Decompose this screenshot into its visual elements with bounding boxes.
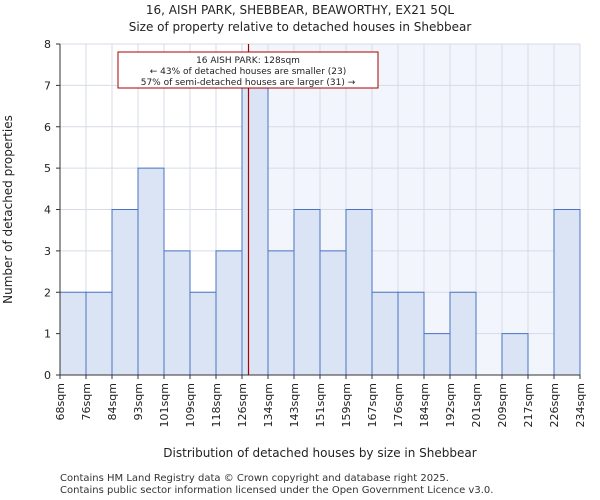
x-tick-label: 151sqm: [314, 383, 327, 427]
chart-title: 16, AISH PARK, SHEBBEAR, BEAWORTHY, EX21…: [145, 3, 455, 17]
x-tick-label: 109sqm: [184, 383, 197, 427]
x-tick-label: 101sqm: [158, 383, 171, 427]
histogram-bar: [241, 84, 269, 376]
y-tick-label: 6: [44, 121, 51, 134]
histogram-bar: [163, 250, 191, 376]
chart-subtitle: Size of property relative to detached ho…: [128, 20, 472, 34]
y-tick-label: 7: [44, 79, 51, 92]
x-tick-label: 93sqm: [132, 383, 145, 420]
histogram-bar: [449, 291, 477, 376]
x-tick-label: 167sqm: [366, 383, 379, 427]
annotation-line-1: 16 AISH PARK: 128sqm: [196, 56, 300, 66]
histogram-bar: [319, 250, 347, 376]
x-tick-label: 76sqm: [80, 383, 93, 420]
y-tick-label: 8: [44, 38, 51, 51]
x-tick-label: 234sqm: [574, 383, 587, 427]
x-tick-label: 184sqm: [418, 383, 431, 427]
x-tick-label: 68sqm: [54, 383, 67, 420]
x-tick-label: 159sqm: [340, 383, 353, 427]
x-tick-label: 134sqm: [262, 383, 275, 427]
x-tick-label: 126sqm: [236, 383, 249, 427]
histogram-bar: [189, 291, 217, 376]
histogram-bar: [267, 250, 295, 376]
histogram-bar: [501, 333, 529, 376]
y-tick-label: 5: [44, 162, 51, 175]
footer-licence: Contains public sector information licen…: [60, 485, 494, 496]
annotation-line-2: ← 43% of detached houses are smaller (23…: [150, 67, 347, 77]
y-axis-label: Number of detached properties: [1, 115, 15, 304]
footer-copyright: Contains HM Land Registry data © Crown c…: [60, 473, 449, 484]
histogram-bar: [85, 291, 113, 376]
x-tick-label: 84sqm: [106, 383, 119, 420]
x-tick-label: 201sqm: [470, 383, 483, 427]
histogram-bar: [423, 333, 451, 376]
x-tick-label: 209sqm: [496, 383, 509, 427]
x-tick-label: 226sqm: [548, 383, 561, 427]
x-axis-label: Distribution of detached houses by size …: [163, 446, 476, 460]
histogram-bar: [371, 291, 399, 376]
histogram-bar: [111, 209, 139, 376]
x-tick-label: 192sqm: [444, 383, 457, 427]
histogram-bar: [293, 209, 321, 376]
y-tick-label: 1: [44, 328, 51, 341]
histogram-bar: [215, 250, 243, 376]
histogram-bar: [553, 209, 581, 376]
y-tick-label: 2: [44, 286, 51, 299]
histogram-bar: [59, 291, 87, 376]
x-tick-label: 143sqm: [288, 383, 301, 427]
y-tick-label: 3: [44, 245, 51, 258]
annotation-line-3: 57% of semi-detached houses are larger (…: [141, 78, 356, 88]
annotation-box: [117, 51, 379, 89]
histogram-bar: [137, 167, 165, 376]
histogram-bar: [345, 209, 373, 376]
x-tick-label: 176sqm: [392, 383, 405, 427]
histogram-bar: [397, 291, 425, 376]
y-tick-label: 4: [44, 204, 51, 217]
y-tick-label: 0: [44, 369, 51, 382]
x-tick-label: 217sqm: [522, 383, 535, 427]
x-tick-label: 118sqm: [210, 383, 223, 427]
